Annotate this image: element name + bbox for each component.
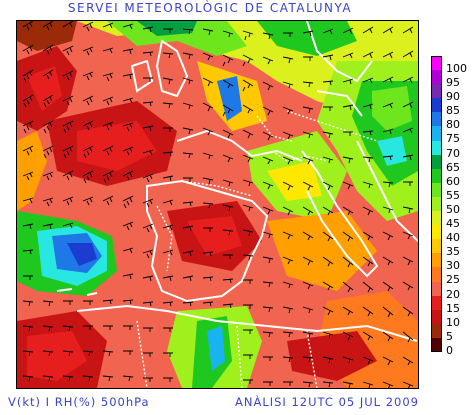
legend-row: 60: [431, 168, 471, 187]
legend-row: 65: [431, 154, 471, 173]
dry-core-sw-2: [27, 331, 87, 381]
border-alps: [271, 150, 328, 162]
legend-label: 75: [446, 132, 460, 146]
dry-core-nw-2: [27, 66, 62, 111]
legend-row: 85: [431, 98, 471, 116]
rh-legend: 100 95 90 85 80 75 70 65 60 55 50 45 40 35 30 25 20 15 10 5…: [431, 56, 471, 356]
legend-label: 10: [446, 315, 460, 329]
legend-swatch: [431, 281, 442, 296]
legend-label: 15: [446, 301, 460, 315]
legend-swatch: [431, 98, 442, 113]
humidity-fields: [17, 21, 418, 388]
coast-scandinavia: [306, 21, 373, 83]
legend-swatch: [431, 112, 442, 127]
legend-swatch: [431, 239, 442, 254]
coast-britain: [155, 39, 189, 98]
legend-label: 50: [446, 202, 460, 216]
legend-swatch: [431, 211, 442, 226]
legend-row: 55: [431, 182, 471, 201]
moist-west-core-3: [67, 243, 97, 266]
legend-row: 45: [431, 211, 471, 229]
legend-label: 35: [446, 245, 460, 259]
analysis-label: ANÀLISI 12UTC 05 JUL 2009: [235, 395, 419, 409]
legend-row: 40: [431, 225, 471, 243]
coastlines: [56, 21, 418, 342]
dry-core-north-west: [17, 21, 77, 51]
coast-iberia: [146, 179, 269, 303]
coast-balkans: [356, 140, 418, 242]
legend-row: 90: [431, 84, 471, 102]
legend-label: 55: [446, 188, 460, 202]
legend-row: 20: [431, 281, 471, 300]
legend-swatch: [431, 295, 442, 310]
legend-row: 0: [431, 337, 471, 356]
legend-label: 60: [446, 174, 460, 188]
legend-label: 40: [446, 231, 460, 245]
legend-label: 5: [446, 329, 453, 343]
dry-core-center-2: [187, 216, 242, 256]
legend-label: 70: [446, 146, 460, 160]
legend-label: 90: [446, 90, 460, 104]
legend-row: 80: [431, 112, 471, 130]
wind-barbs: [22, 21, 414, 388]
coast-africa: [76, 304, 418, 342]
legend-row: 50: [431, 196, 471, 215]
legend-label: 45: [446, 217, 460, 231]
legend-row: 95: [431, 70, 471, 88]
legend-swatch: [431, 253, 442, 268]
legend-swatch: [431, 168, 442, 183]
legend-swatch: [431, 267, 442, 282]
legend-swatch: [431, 323, 442, 338]
humidity-map: [16, 20, 419, 389]
legend-row: 25: [431, 267, 471, 285]
dry-core-west-2: [77, 121, 157, 171]
moist-east-yellow: [267, 211, 377, 291]
legend-row: 30: [431, 253, 471, 271]
legend-row: 35: [431, 239, 471, 257]
coast-france-north: [176, 129, 303, 162]
coast-canaries: [56, 288, 98, 296]
moist-north-blue: [217, 76, 242, 121]
legend-swatch: [431, 309, 442, 324]
legend-label: 85: [446, 104, 460, 118]
legend-row: 70: [431, 140, 471, 159]
legend-row: 100: [431, 56, 471, 74]
legend-swatch: [431, 70, 442, 85]
coast-ireland: [130, 59, 154, 93]
legend-swatch: [431, 126, 442, 141]
legend-swatch: [431, 225, 442, 240]
legend-row: 10: [431, 309, 471, 328]
map-canvas: [17, 21, 418, 388]
moist-south-core-2: [207, 326, 225, 371]
legend-swatch: [431, 56, 442, 71]
legend-swatch: [431, 140, 442, 155]
legend-label: 20: [446, 287, 460, 301]
legend-label: 25: [446, 273, 460, 287]
moist-core-north: [107, 21, 247, 56]
legend-label: 95: [446, 76, 460, 90]
legend-label: 100: [446, 62, 467, 75]
moist-center-east-core: [267, 161, 322, 201]
legend-label: 80: [446, 118, 460, 132]
legend-swatch: [431, 84, 442, 99]
legend-row: 15: [431, 295, 471, 314]
coast-baltic: [316, 90, 363, 117]
moist-west-coast: [17, 131, 47, 211]
border-portugal: [156, 205, 173, 272]
legend-swatch: [431, 182, 442, 197]
legend-label: 0: [446, 343, 453, 357]
legend-label: 30: [446, 259, 460, 273]
border-north-africa: [136, 320, 318, 388]
moist-east-core-2: [372, 86, 412, 131]
legend-swatch: [431, 337, 442, 352]
legend-row: 75: [431, 126, 471, 144]
legend-row: 5: [431, 323, 471, 342]
legend-swatch: [431, 154, 442, 169]
variable-label: V(kt) I RH(%) 500hPa: [8, 395, 150, 409]
moist-core-north-3: [137, 21, 197, 36]
moist-ne-blue: [377, 136, 407, 166]
map-title: SERVEI METEOROLÒGIC DE CATALUNYA: [67, 1, 353, 15]
legend-swatch: [431, 196, 442, 212]
legend-label: 65: [446, 160, 460, 174]
